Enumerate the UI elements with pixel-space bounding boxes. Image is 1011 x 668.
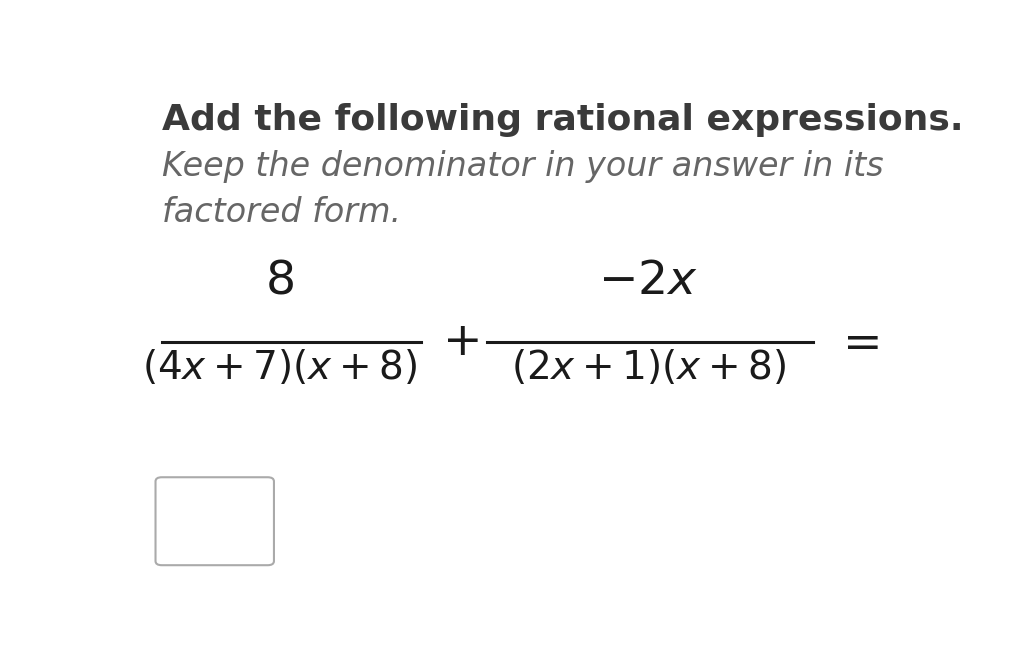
FancyBboxPatch shape	[156, 477, 274, 565]
Text: $+$: $+$	[441, 320, 477, 365]
Text: $=$: $=$	[832, 320, 878, 365]
Text: $-2x$: $-2x$	[598, 259, 698, 304]
Text: $8$: $8$	[265, 259, 293, 304]
Text: $(4x+7)(x+8)$: $(4x+7)(x+8)$	[142, 347, 417, 387]
Text: Keep the denominator in your answer in its: Keep the denominator in your answer in i…	[162, 150, 883, 182]
Text: factored form.: factored form.	[162, 196, 400, 229]
Text: Add the following rational expressions.: Add the following rational expressions.	[162, 104, 962, 138]
Text: $(2x+1)(x+8)$: $(2x+1)(x+8)$	[511, 347, 785, 387]
